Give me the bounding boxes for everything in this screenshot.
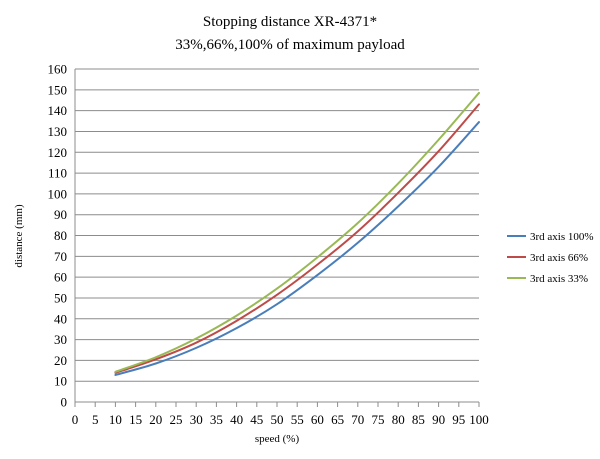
gridlines — [75, 68, 479, 382]
x-tick-label: 80 — [392, 412, 405, 427]
y-tick-label: 80 — [54, 228, 67, 243]
series-line-1 — [114, 121, 480, 376]
y-tick-label: 20 — [54, 353, 67, 368]
y-tick-label: 50 — [54, 290, 67, 305]
x-tick-label: 95 — [452, 412, 465, 427]
x-tick-label: 90 — [432, 412, 445, 427]
x-tick-label: 85 — [412, 412, 425, 427]
y-tick-label: 30 — [54, 332, 67, 347]
series-lines — [114, 91, 480, 376]
x-tick-label: 45 — [250, 412, 263, 427]
y-tick-label: 140 — [48, 103, 68, 118]
x-tick-label: 5 — [92, 412, 99, 427]
y-tick-label: 40 — [54, 311, 67, 326]
x-tick-label: 100 — [469, 412, 489, 427]
y-tick-label: 110 — [48, 166, 67, 181]
y-tick-label: 70 — [54, 249, 67, 264]
x-tick-label: 55 — [291, 412, 304, 427]
chart-subtitle: 33%,66%,100% of maximum payload — [175, 37, 405, 53]
chart-title: Stopping distance XR-4371* — [203, 14, 377, 30]
series-line-2 — [114, 103, 480, 374]
x-tick-label: 10 — [109, 412, 122, 427]
x-axis-label: speed (%) — [255, 433, 300, 445]
x-tick-label: 60 — [311, 412, 324, 427]
y-tick-label: 0 — [61, 395, 68, 410]
x-tick-label: 25 — [170, 412, 183, 427]
y-tick-label: 130 — [48, 124, 68, 139]
y-tick-label: 150 — [48, 82, 68, 97]
x-tick-label: 75 — [372, 412, 385, 427]
x-tick-label: 20 — [149, 412, 162, 427]
x-tick-label: 40 — [230, 412, 243, 427]
y-tick-label: 160 — [48, 62, 68, 77]
x-tick-label: 0 — [72, 412, 79, 427]
legend-label: 3rd axis 33% — [530, 273, 588, 285]
legend-label: 3rd axis 100% — [530, 231, 594, 243]
y-tick-label: 10 — [54, 374, 67, 389]
x-tick-label: 35 — [210, 412, 223, 427]
y-tick-label: 100 — [48, 186, 68, 201]
y-tick-label: 90 — [54, 207, 67, 222]
legend: 3rd axis 100% 3rd axis 66% 3rd axis 33% — [507, 231, 594, 285]
y-tick-label: 60 — [54, 270, 67, 285]
x-tick-label: 70 — [351, 412, 364, 427]
x-tick-label: 65 — [331, 412, 344, 427]
y-tick-label: 120 — [48, 145, 68, 160]
x-tick-label: 15 — [129, 412, 142, 427]
x-tick-label: 30 — [190, 412, 203, 427]
legend-label: 3rd axis 66% — [530, 252, 588, 264]
axes: 0102030405060708090100110120130140150160… — [48, 62, 489, 428]
y-axis-label: distance (mm) — [13, 204, 25, 268]
series-line-3 — [114, 91, 480, 373]
x-tick-label: 50 — [271, 412, 284, 427]
